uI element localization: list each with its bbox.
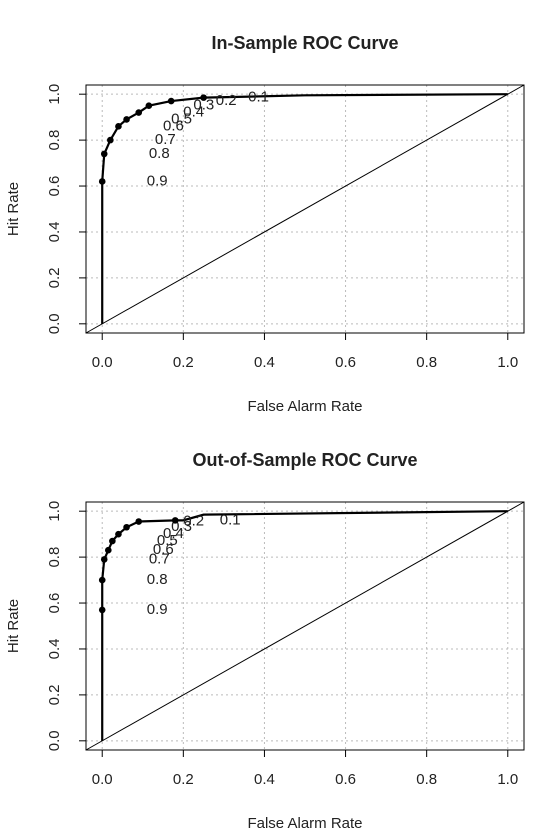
x-tick-label: 0.0 <box>92 354 113 371</box>
threshold-point <box>123 116 130 123</box>
y-tick-label: 0.0 <box>46 730 63 751</box>
threshold-point <box>135 518 143 525</box>
threshold-label: 0.2 <box>183 512 204 529</box>
y-tick-label: 0.6 <box>46 593 63 614</box>
x-tick-label: 0.4 <box>254 354 275 371</box>
x-tick-label: 0.0 <box>92 771 113 788</box>
threshold-point <box>100 150 108 158</box>
threshold-label: 0.7 <box>149 550 170 567</box>
threshold-point <box>135 109 143 116</box>
threshold-label: 0.9 <box>147 172 168 189</box>
threshold-label: 0.8 <box>147 571 168 588</box>
threshold-point <box>167 97 175 105</box>
threshold-point <box>123 523 130 531</box>
plot-box <box>85 84 525 334</box>
threshold-point <box>115 530 122 538</box>
y-tick-label: 0.4 <box>46 639 63 660</box>
threshold-point <box>109 537 116 545</box>
roc-curve <box>101 93 508 324</box>
reference-diagonal <box>85 84 525 334</box>
threshold-point <box>98 606 106 614</box>
chart-title: In-Sample ROC Curve <box>211 33 398 53</box>
threshold-label: 0.1 <box>248 89 269 106</box>
y-tick-label: 0.4 <box>46 222 63 243</box>
x-tick-label: 0.6 <box>335 354 356 371</box>
y-tick-label: 0.8 <box>46 130 63 151</box>
threshold-label: 0.9 <box>147 601 168 618</box>
threshold-point <box>171 517 179 524</box>
x-axis-label: False Alarm Rate <box>247 815 362 832</box>
y-tick-label: 0.2 <box>46 684 63 705</box>
threshold-label: 0.5 <box>157 532 178 549</box>
threshold-label: 0.4 <box>183 104 204 121</box>
y-axis-label: Hit Rate <box>5 182 22 236</box>
y-tick-label: 1.0 <box>46 84 63 105</box>
plot-box <box>85 501 525 751</box>
threshold-label: 0.6 <box>163 117 184 134</box>
threshold-point <box>107 136 114 144</box>
threshold-label: 0.2 <box>216 92 237 109</box>
threshold-label: 0.6 <box>153 541 174 558</box>
threshold-point <box>105 546 112 554</box>
threshold-point <box>98 178 106 185</box>
y-tick-label: 0.8 <box>46 547 63 568</box>
threshold-label: 0.8 <box>149 145 170 162</box>
x-tick-label: 0.4 <box>254 771 275 788</box>
y-tick-label: 0.0 <box>46 313 63 334</box>
x-axis-label: False Alarm Rate <box>247 398 362 415</box>
threshold-point <box>145 102 153 109</box>
threshold-label: 0.1 <box>220 511 241 528</box>
threshold-label: 0.7 <box>155 131 176 148</box>
x-tick-label: 1.0 <box>497 771 518 788</box>
threshold-point <box>98 576 106 584</box>
x-tick-label: 0.8 <box>416 771 437 788</box>
threshold-label: 0.4 <box>163 525 184 542</box>
x-tick-label: 0.6 <box>335 771 356 788</box>
y-tick-label: 0.6 <box>46 176 63 197</box>
y-axis-label: Hit Rate <box>5 599 22 653</box>
y-tick-label: 1.0 <box>46 501 63 522</box>
x-tick-label: 1.0 <box>497 354 518 371</box>
x-tick-label: 0.2 <box>173 354 194 371</box>
reference-diagonal <box>85 501 525 751</box>
threshold-label: 0.3 <box>193 97 214 114</box>
threshold-point <box>100 556 108 563</box>
x-tick-label: 0.2 <box>173 771 194 788</box>
threshold-point <box>200 94 207 101</box>
threshold-label: 0.5 <box>171 110 192 127</box>
y-tick-label: 0.2 <box>46 267 63 288</box>
chart-title: Out-of-Sample ROC Curve <box>192 450 417 470</box>
threshold-point <box>115 123 122 130</box>
x-tick-label: 0.8 <box>416 354 437 371</box>
